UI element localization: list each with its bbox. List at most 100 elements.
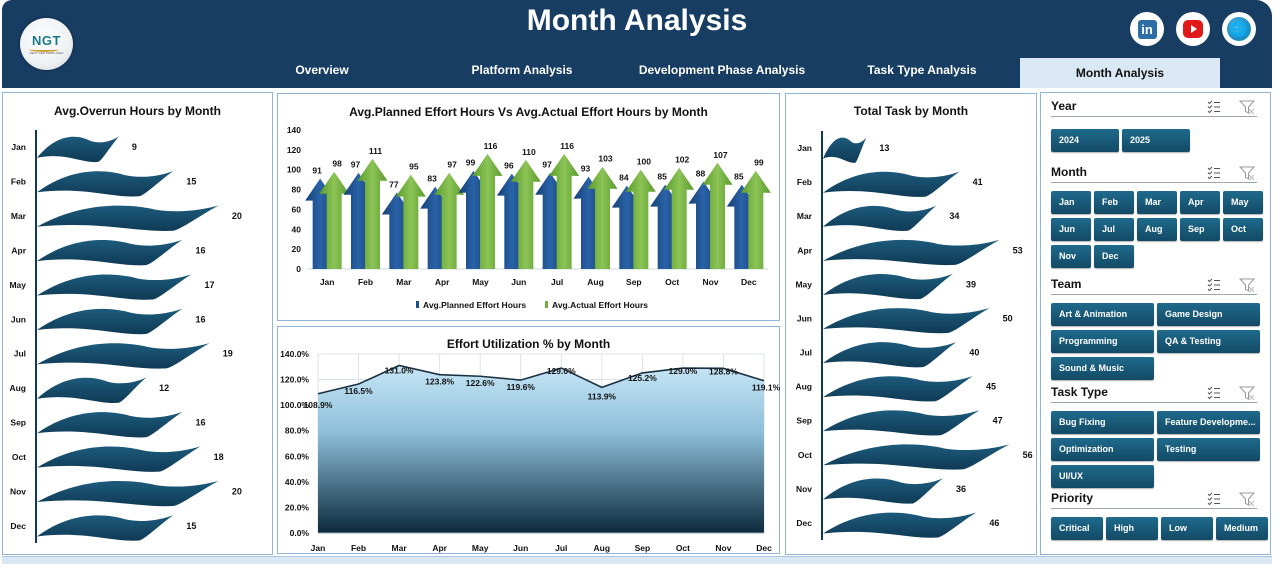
multi-select-icon[interactable] [1207,166,1221,180]
tab-platform-analysis[interactable]: Platform Analysis [471,63,573,77]
slicer-item-month[interactable]: Sep [1180,218,1220,241]
actual-value-label: 116 [484,141,498,151]
logo-subtext: NEXT GEN TEMPLATES [29,51,64,55]
clear-filter-icon[interactable] [1238,100,1256,115]
multi-select-icon[interactable] [1207,100,1221,114]
slicer-item-priority[interactable]: Low [1161,517,1213,540]
slicer-item-month[interactable]: Jun [1051,218,1091,241]
slicer-item-month[interactable]: Mar [1137,191,1177,214]
category-label: Nov [796,484,812,494]
actual-value-label: 100 [637,157,651,167]
tab-task-type-analysis[interactable]: Task Type Analysis [867,63,977,77]
value-label: 16 [195,418,205,428]
tab-development-phase-analysis[interactable]: Development Phase Analysis [638,63,806,77]
data-label: 128.8% [709,366,738,376]
category-label: May [9,280,26,290]
x-tick-label: Apr [435,277,450,287]
x-tick-label: Dec [741,277,757,287]
slicer-item-month[interactable]: Aug [1137,218,1177,241]
slicer-item-team[interactable]: Art & Animation [1051,303,1154,326]
utilization-chart: 0.0% 20.0% 40.0% 60.0% 80.0% 100.0% 120.0% 140.… [280,349,780,553]
slicer-item-team[interactable]: QA & Testing [1157,330,1260,353]
actual-value-label: 99 [754,158,764,168]
multi-select-icon[interactable] [1207,278,1221,292]
slicer-title: Team [1051,277,1082,291]
slicer-item-priority[interactable]: Medium [1216,517,1268,540]
planned-value-label: 88 [696,169,706,179]
slicer-item-month[interactable]: Apr [1180,191,1220,214]
legend-label-actual: Avg.Actual Effort Hours [552,300,648,310]
data-label: 129.0% [668,366,697,376]
value-label: 15 [186,521,196,531]
slicer-item-team[interactable]: Sound & Music [1051,357,1154,380]
slicer-item-month[interactable]: Dec [1094,245,1134,268]
clear-filter-icon[interactable] [1238,166,1256,181]
x-tick-label: Jan [320,277,335,287]
category-label: Feb [11,177,26,187]
slicer-item-task-type[interactable]: UI/UX [1051,465,1154,488]
flag-bar-nov [37,480,219,507]
x-tick-label: Aug [594,543,611,553]
category-label: Apr [797,245,812,255]
flag-bar-jun [823,307,990,334]
value-label: 16 [195,245,205,255]
planned-value-label: 97 [351,160,361,170]
slicer-item-month[interactable]: Jul [1094,218,1134,241]
flag-bar-sep [823,410,980,436]
slicer-item-month[interactable]: Feb [1094,191,1134,214]
value-label: 17 [205,280,215,290]
slicer-item-priority[interactable]: Critical [1051,517,1103,540]
slicer-item-month[interactable]: May [1223,191,1263,214]
effort-chart-title: Avg.Planned Effort Hours Vs Avg.Actual E… [349,105,708,119]
clear-filter-icon[interactable] [1238,278,1256,293]
clear-filter-icon[interactable] [1238,492,1256,507]
clear-filter-icon[interactable] [1238,386,1256,401]
data-label: 113.9% [588,391,617,401]
actual-value-label: 98 [332,159,342,169]
youtube-icon [1183,20,1203,38]
slicer-item-year[interactable]: 2024 [1051,129,1119,152]
slicer-item-task-type[interactable]: Testing [1157,438,1260,461]
flag-bar-oct [823,444,1010,470]
slicer-item-month[interactable]: Oct [1223,218,1263,241]
effort-chart: 0 20 40 60 80 100 120 140 91 98 Jan 97 111 Feb 77 95 Mar… [287,125,771,310]
flag-bar-mar [37,205,219,231]
slicer-item-task-type[interactable]: Optimization [1051,438,1154,461]
slicer-item-team[interactable]: Programming [1051,330,1154,353]
multi-select-icon[interactable] [1207,492,1221,506]
tab-month-analysis[interactable]: Month Analysis [1020,58,1220,88]
slicer-item-month[interactable]: Nov [1051,245,1091,268]
value-label: 36 [956,484,966,494]
x-tick-label: Nov [715,543,731,553]
multi-select-icon[interactable] [1207,386,1221,400]
logo[interactable]: NGT NEXT GEN TEMPLATES [20,18,73,70]
tab-overview[interactable]: Overview [295,63,349,77]
value-label: 9 [132,142,137,152]
planned-value-label: 93 [581,164,591,174]
slicer-item-task-type[interactable]: Bug Fixing [1051,411,1154,434]
category-label: Oct [12,452,26,462]
slicer-item-team[interactable]: Game Design [1157,303,1260,326]
slicer-item-year[interactable]: 2025 [1122,129,1190,152]
slicer-item-priority[interactable]: High [1106,517,1158,540]
slicer-header: Month [1051,165,1257,183]
website-button[interactable]: 🌐 [1222,12,1256,46]
linkedin-button[interactable]: in [1130,12,1164,46]
category-label: Jan [797,143,812,153]
value-label: 20 [232,211,242,221]
category-label: Aug [795,382,812,392]
y-tick-label: 80.0% [285,426,310,436]
planned-value-label: 77 [389,180,399,190]
overrun-chart-title: Avg.Overrun Hours by Month [54,104,221,118]
linkedin-icon: in [1137,19,1157,39]
x-tick-label: Jul [555,543,567,553]
y-tick-label: 40.0% [285,477,310,487]
slicer-item-task-type[interactable]: Feature Developme... [1157,411,1260,434]
youtube-button[interactable] [1176,12,1210,46]
category-label: Nov [10,486,26,496]
data-label: 108.9% [304,400,333,410]
y-tick-label: 140 [287,125,301,135]
value-label: 12 [159,383,169,393]
planned-value-label: 85 [734,172,744,182]
slicer-item-month[interactable]: Jan [1051,191,1091,214]
